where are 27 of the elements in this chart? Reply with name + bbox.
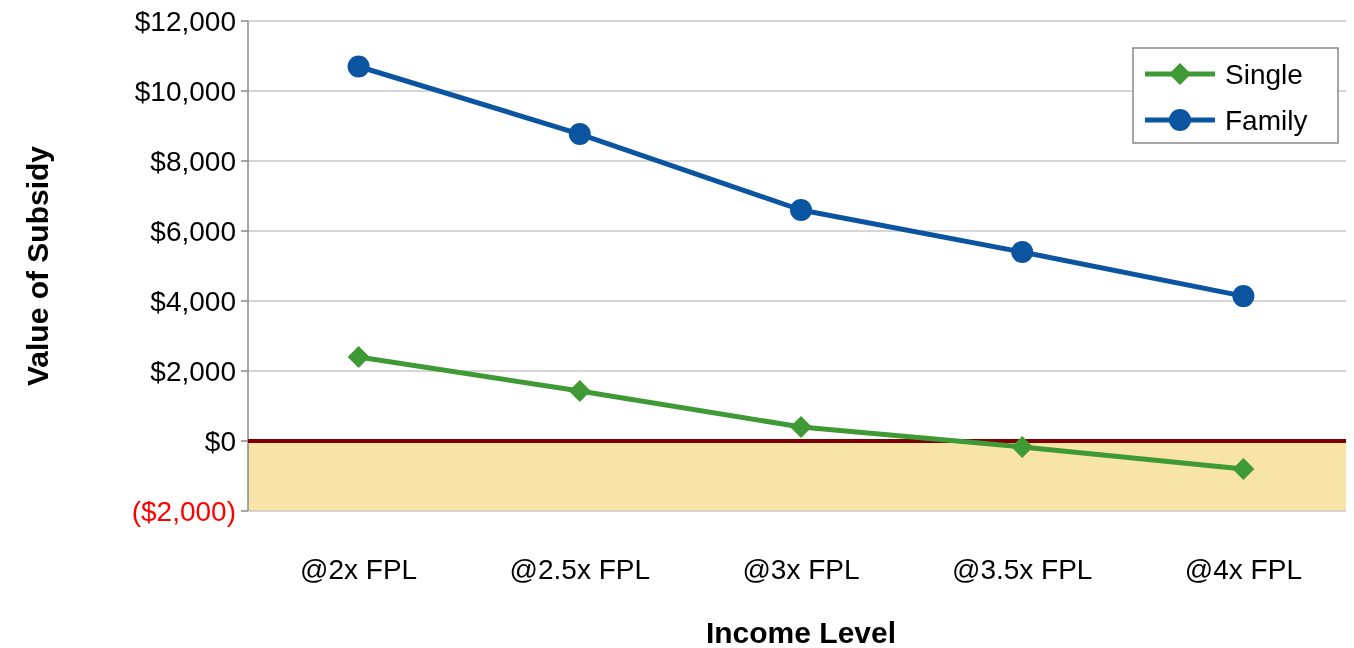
point [347, 346, 370, 368]
y-tick-label: $12,000 [134, 5, 236, 37]
point [1011, 435, 1034, 458]
legend-label: Single [1225, 58, 1303, 90]
y-tick-label: ($2,000) [131, 495, 236, 527]
point [568, 379, 591, 402]
y-tick-label: $4,000 [150, 285, 236, 317]
point [790, 416, 812, 438]
y-tick-label: $10,000 [134, 75, 236, 107]
y-axis-title: Value of Subsidy [21, 145, 54, 387]
x-axis-title: Income Level [705, 616, 897, 648]
y-tick-label: $2,000 [150, 355, 236, 387]
point [347, 55, 370, 78]
x-tick-label: @2x FPL [300, 554, 418, 585]
x-tick-label: @3x FPL [742, 554, 860, 585]
x-tick-label: @2.5x FPL [509, 554, 651, 585]
y-tick-label: $6,000 [150, 215, 236, 247]
point [1232, 285, 1255, 308]
x-tick-label: @4x FPL [1184, 554, 1302, 585]
legend-label: Family [1225, 104, 1308, 136]
y-tick-label: $0 [204, 425, 236, 457]
point [1232, 458, 1255, 480]
y-tick-label: $8,000 [150, 145, 236, 177]
x-tick-label: @3.5x FPL [951, 554, 1093, 585]
point [790, 199, 812, 221]
point [1011, 241, 1034, 263]
point [568, 123, 591, 146]
